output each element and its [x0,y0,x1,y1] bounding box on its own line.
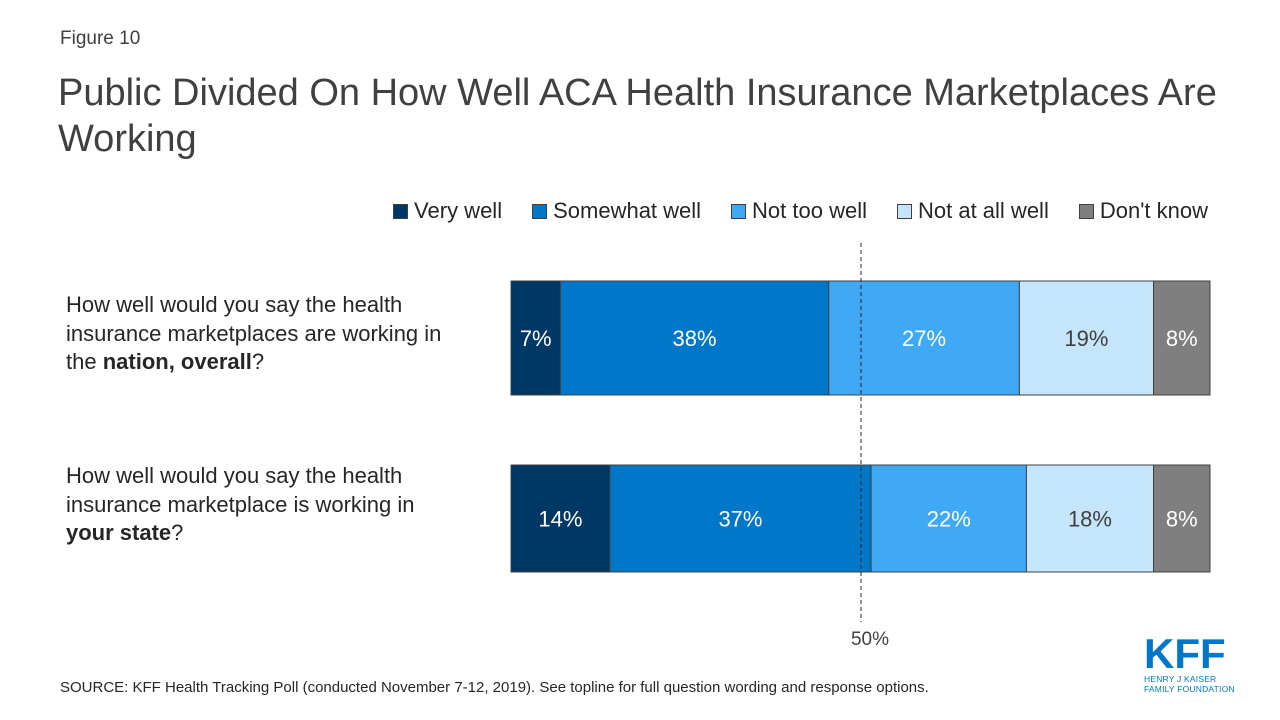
legend-swatch [393,203,409,219]
question-text: How well would you say the health insura… [66,463,415,517]
question-text: How well would you say the health insura… [66,292,442,374]
bar-segment [510,464,611,573]
legend-label: Very well [414,198,503,223]
logo-line-2: FAMILY FOUNDATION [1144,684,1235,694]
question-end: ? [171,520,184,545]
source-note: SOURCE: KFF Health Tracking Poll (conduc… [60,679,929,696]
legend-label: Don't know [1099,198,1208,223]
logo-line-1: HENRY J KAISER [1144,674,1217,684]
legend-swatch [1078,203,1094,219]
question-nation: How well would you say the health insura… [66,291,466,377]
figure-label: Figure 10 [60,28,141,49]
bar-segment [559,280,830,396]
bar-segment [870,464,1027,573]
legend: Very well Somewhat well Not too well Not at… [393,198,1208,224]
bar-segment [609,464,872,573]
logo-mark: KFF [1144,630,1226,677]
data-label: 27% [902,326,946,351]
legend-label: Not at all well [918,198,1049,223]
data-label: 7% [520,326,552,351]
data-label: 8% [1166,326,1198,351]
legend-item: Don't know [1078,198,1208,224]
data-label: 8% [1166,507,1198,532]
legend-label: Not too well [752,198,867,223]
bar-segment [1153,280,1211,396]
question-state: How well would you say the health insura… [66,462,466,548]
reference-line-label: 50% [851,629,889,650]
legend-item: Not at all well [897,198,1049,224]
bar-segment [1025,464,1155,573]
legend-item: Not too well [731,198,867,224]
data-label: 22% [927,507,971,532]
data-label: 19% [1064,326,1108,351]
legend-label: Somewhat well [553,198,702,223]
chart-title: Public Divided On How Well ACA Health In… [58,72,1217,160]
legend-item: Somewhat well [532,198,701,224]
kff-logo: KFF HENRY J KAISER FAMILY FOUNDATION [1144,630,1236,695]
data-label: 38% [673,326,717,351]
question-end: ? [251,349,265,374]
legend-swatch [532,203,548,219]
data-label: 18% [1068,507,1112,532]
data-label: 37% [718,507,762,532]
legend-item: Very well [393,198,502,224]
question-emphasis: nation, overall [102,349,252,374]
question-emphasis: your state [66,520,172,545]
bar-segment [1018,280,1155,396]
bar-segment [510,280,561,396]
bar-segment [1153,464,1211,573]
legend-swatch [731,203,747,219]
data-label: 14% [538,507,582,532]
legend-swatch [897,203,912,219]
